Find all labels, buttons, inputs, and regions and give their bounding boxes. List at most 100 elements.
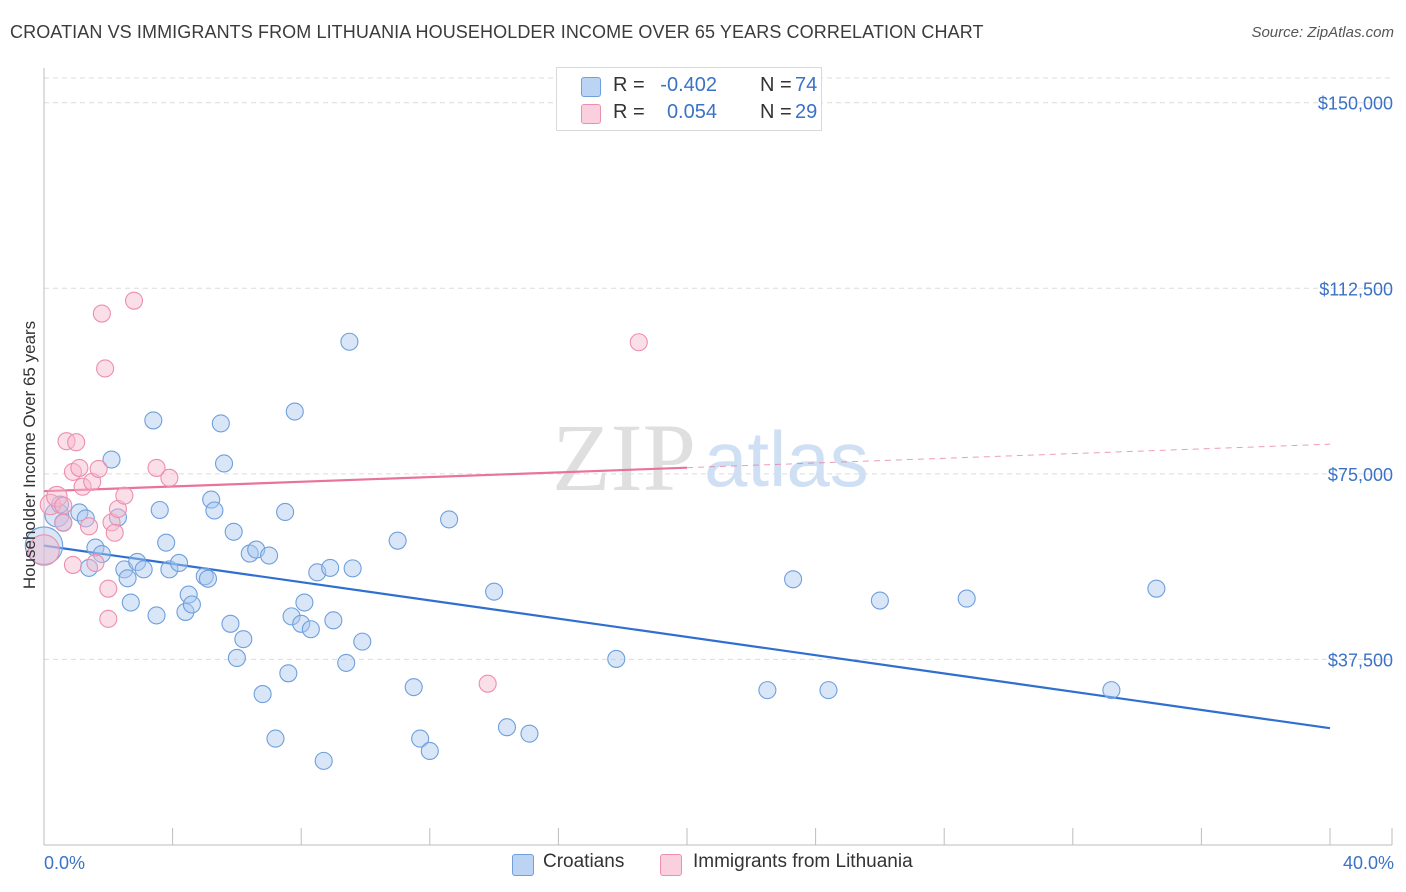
croatians-swatch: [512, 854, 534, 876]
lithuania-point: [99, 609, 118, 628]
lithuania-point: [73, 477, 92, 496]
croatians-point: [411, 729, 430, 748]
croatians-point: [282, 607, 301, 626]
lithuania-point: [96, 359, 115, 378]
croatians-point: [198, 569, 218, 588]
data-points: [24, 291, 1166, 770]
croatians-point: [160, 560, 179, 579]
croatians-point: [819, 681, 838, 700]
trend-line-lithuania: [43, 466, 688, 493]
legend-r-value: 0.054: [666, 101, 717, 123]
source-label: Source: ZipAtlas.com: [1251, 24, 1394, 41]
croatians-point: [957, 589, 976, 608]
croatians-point: [253, 685, 272, 704]
legend-r-label: R =: [613, 74, 645, 96]
x-tick-label: 40.0%: [1343, 853, 1394, 873]
croatians-point: [784, 570, 803, 589]
lithuania-point: [46, 485, 68, 508]
lithuania-point: [160, 468, 179, 487]
axes: [43, 68, 1393, 846]
croatians-point: [128, 552, 147, 572]
croatians-point: [169, 553, 189, 572]
trend-line-extension: [686, 443, 1331, 469]
lithuania-point: [86, 553, 105, 572]
croatians-point: [102, 450, 121, 469]
legend-label-croatians: Croatians: [543, 851, 625, 872]
croatians-point: [314, 751, 333, 770]
watermark-atlas: atlas: [704, 415, 869, 503]
legend-n-value: 29: [795, 101, 818, 123]
croatians-point: [758, 681, 777, 700]
croatians-point: [176, 602, 195, 621]
croatians-point: [205, 501, 224, 520]
y-tick-label: $37,500: [1328, 650, 1393, 670]
croatians-point: [86, 538, 105, 557]
croatians-point: [324, 611, 343, 630]
croatians-point: [497, 718, 517, 737]
croatians-point: [343, 559, 362, 578]
croatians-point: [440, 510, 459, 529]
lithuania-point: [70, 458, 89, 477]
lithuania-swatch: [660, 854, 682, 876]
croatians-point: [607, 649, 626, 668]
croatians-point: [404, 678, 423, 697]
lithuania-point: [89, 459, 108, 478]
croatians-point: [150, 500, 169, 520]
croatians-point: [179, 585, 198, 604]
croatians-point: [211, 414, 230, 433]
watermark-zip: ZIP: [552, 404, 696, 511]
croatians-point: [221, 614, 240, 633]
lithuania-point: [105, 523, 124, 542]
croatians-point: [870, 591, 889, 610]
croatians-point: [224, 522, 243, 541]
croatians-point: [234, 630, 253, 649]
croatians-point: [520, 724, 539, 743]
y-axis-label: Householder Income Over 65 years: [20, 321, 39, 589]
croatians-point: [279, 664, 298, 683]
lithuania-point: [28, 534, 60, 566]
croatians-point: [195, 567, 214, 586]
lithuania-point: [115, 486, 134, 505]
croatians-point: [44, 502, 70, 528]
croatians-point: [92, 544, 111, 564]
lithuania-point: [92, 304, 111, 323]
croatians-point: [1102, 681, 1121, 700]
legend-n-value: 74: [795, 74, 818, 96]
croatians-point: [276, 502, 295, 522]
croatians-point: [388, 531, 407, 550]
tick-labels: $37,500 $75,000 $112,500 $150,000 0.0% 40.0%: [44, 94, 1394, 873]
lithuania-point: [54, 496, 73, 515]
lithuania-point: [54, 513, 73, 532]
croatians-point: [182, 595, 201, 614]
y-tick-label: $112,500: [1319, 279, 1393, 299]
croatians-point: [285, 402, 304, 421]
legend-r-value: -0.402: [660, 74, 717, 96]
croatians-point: [202, 490, 221, 509]
croatians-point: [485, 582, 504, 601]
croatians-point: [353, 632, 372, 651]
y-tick-label: $75,000: [1328, 465, 1393, 485]
croatians-point: [227, 648, 246, 668]
croatians-point: [144, 411, 163, 430]
lithuania-point: [99, 579, 118, 598]
croatians-point: [337, 653, 356, 672]
croatians-point: [121, 593, 140, 612]
lithuania-point: [124, 291, 144, 310]
croatians-point: [301, 620, 320, 639]
croatians-point: [134, 560, 153, 579]
lithuania-point: [57, 432, 76, 451]
croatians-swatch: [581, 77, 601, 97]
croatians-point: [1147, 579, 1166, 598]
lithuania-point: [478, 674, 497, 693]
croatians-point: [259, 546, 279, 565]
correlation-legend: R = -0.402 N = 74 R = 0.054 N = 29: [556, 67, 822, 131]
croatians-point: [292, 614, 311, 633]
legend-n-label: N =: [760, 74, 792, 96]
croatians-point: [214, 454, 234, 473]
legend-r-label: R =: [613, 101, 645, 123]
watermark: ZIP atlas: [552, 404, 869, 511]
lithuania-swatch: [581, 104, 601, 124]
croatians-point: [321, 558, 340, 577]
x-tick-label: 0.0%: [44, 853, 85, 873]
